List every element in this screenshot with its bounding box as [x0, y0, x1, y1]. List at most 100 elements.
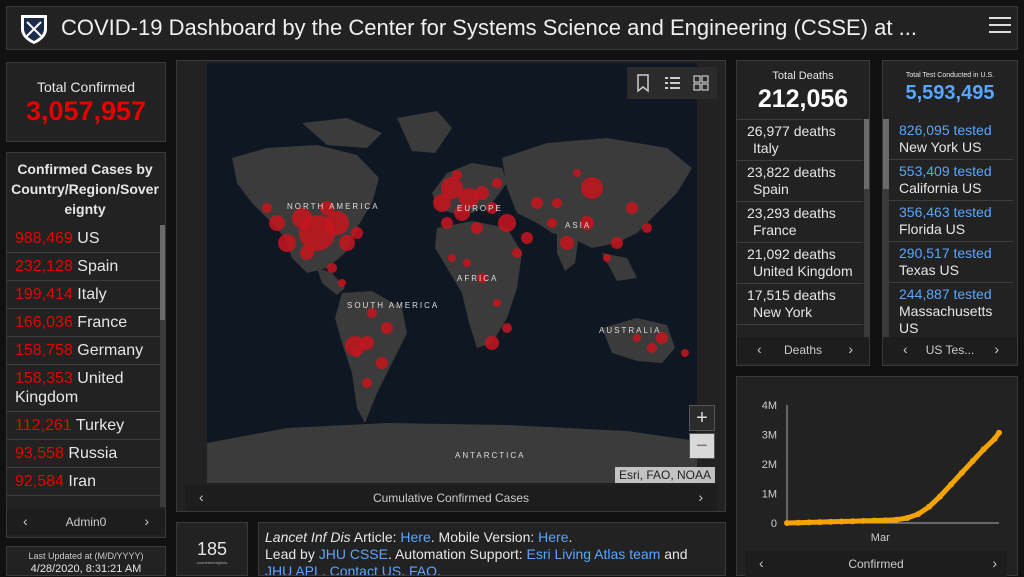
test-row[interactable]: 553,409 tested California US [889, 160, 1013, 201]
jhu-shield-logo [19, 13, 49, 45]
country-row[interactable]: 166,036 France [7, 309, 160, 337]
test-row[interactable]: 356,463 tested Florida US [889, 201, 1013, 242]
world-map[interactable]: NORTH AMERICA EUROPE ASIA AFRICA SOUTH A… [207, 63, 697, 483]
country-row-name: Spain [77, 258, 119, 275]
country-row[interactable]: 112,261 Turkey [7, 412, 160, 440]
info-text-5: . Automation Support: [387, 546, 527, 562]
country-row-name: Germany [77, 342, 144, 359]
map-pager: ‹ Cumulative Confirmed Cases › [185, 485, 717, 511]
article-link[interactable]: Here [400, 529, 431, 545]
map-pager-next-icon[interactable]: › [698, 489, 703, 505]
tests-pager-next-icon[interactable]: › [994, 341, 999, 357]
chart-pager-prev-icon[interactable]: ‹ [759, 555, 764, 571]
info-journal: Lancet Inf Dis [265, 529, 351, 545]
country-row[interactable]: 92,584 Iran [7, 468, 160, 496]
map-label-asia: ASIA [565, 221, 591, 230]
deaths-pager-prev-icon[interactable]: ‹ [757, 341, 762, 357]
deaths-list[interactable]: 26,977 deaths Italy 23,822 deaths Spain 23,2… [737, 119, 863, 337]
total-deaths-value: 212,056 [757, 85, 849, 113]
total-confirmed-value: 3,057,957 [25, 96, 147, 126]
tests-list-scroll-thumb[interactable] [883, 119, 889, 189]
map-attribution: Esri, FAO, NOAA [615, 467, 716, 483]
country-row[interactable]: 158,353 United Kingdom [7, 365, 160, 412]
tests-pager-prev-icon[interactable]: ‹ [903, 341, 908, 357]
faq-link[interactable]: FAQ [408, 563, 437, 576]
death-row-value: 17,515 deaths [747, 287, 836, 303]
death-row[interactable]: 23,822 deaths Spain [737, 161, 863, 202]
zoom-out-button[interactable]: − [689, 433, 715, 459]
y-tick-label: 4M [762, 400, 777, 412]
test-row-name: Texas US [899, 262, 959, 278]
pager-prev-icon[interactable]: ‹ [23, 513, 28, 529]
esri-living-atlas-link[interactable]: Esri Living Atlas team [526, 546, 661, 562]
test-row-value: 244,887 tested [899, 286, 992, 302]
country-list-pager: ‹ Admin0 › [7, 509, 165, 535]
map-pager-label: Cumulative Confirmed Cases [372, 491, 530, 505]
country-row[interactable]: 158,758 Germany [7, 337, 160, 365]
jhu-apl-link[interactable]: JHU APL [265, 563, 322, 576]
countries-count-value: 185 [196, 539, 228, 559]
map-label-australia: AUSTRALIA [599, 326, 661, 335]
map-panel: NORTH AMERICA EUROPE ASIA AFRICA SOUTH A… [176, 60, 726, 512]
world-map-svg: NORTH AMERICA EUROPE ASIA AFRICA SOUTH A… [207, 111, 697, 483]
info-panel: Lancet Inf Dis Article: Here. Mobile Ver… [258, 522, 726, 576]
death-row[interactable]: 26,977 deaths Italy [737, 120, 863, 161]
deaths-pager-next-icon[interactable]: › [848, 341, 853, 357]
country-row-value: 92,584 [15, 473, 64, 490]
confirmed-series-point [980, 446, 987, 453]
country-list-scrollbar[interactable] [160, 225, 165, 507]
map-label-north-america: NORTH AMERICA [287, 202, 380, 211]
tests-list-scrollbar[interactable] [883, 119, 889, 337]
map-label-africa: AFRICA [457, 274, 498, 283]
tests-pager-label: US Tes... [925, 343, 975, 357]
confirmed-by-country-panel: Confirmed Cases by Country/Region/Sovere… [6, 152, 166, 538]
tests-pager: ‹ US Tes... › [883, 337, 1017, 363]
country-row-value: 158,353 [15, 370, 73, 387]
legend-list-icon[interactable] [658, 69, 686, 97]
confirmed-series-point [838, 518, 845, 525]
country-row[interactable]: 988,469 US [7, 225, 160, 253]
deaths-list-scroll-thumb[interactable] [864, 119, 869, 189]
test-row-value: 356,463 tested [899, 204, 992, 220]
zoom-in-button[interactable]: + [689, 405, 715, 431]
total-tests-label: Total Test Conducted in U.S. [905, 72, 995, 79]
test-row[interactable]: 290,517 tested Texas US [889, 242, 1013, 283]
death-row-value: 23,822 deaths [747, 164, 836, 180]
info-text-7: . [321, 563, 330, 576]
last-updated-value: 4/28/2020, 8:31:21 AM [30, 563, 142, 575]
basemap-gallery-icon[interactable] [687, 69, 715, 97]
jhu-csse-link[interactable]: JHU CSSE [318, 546, 388, 562]
chart-pager-next-icon[interactable]: › [992, 555, 997, 571]
deaths-list-scrollbar[interactable] [864, 119, 869, 337]
test-row-name: Florida US [899, 221, 966, 237]
country-list-title: Confirmed Cases by Country/Region/Sovere… [11, 161, 159, 217]
country-row-name: US [77, 230, 100, 247]
test-row[interactable]: 826,095 tested New York US [889, 119, 1013, 160]
country-row[interactable]: 232,128 Spain [7, 253, 160, 281]
y-tick-label: 1M [762, 489, 777, 501]
test-row[interactable]: 244,887 tested Massachusetts US [889, 283, 1013, 337]
contact-us-link[interactable]: Contact US [329, 563, 402, 576]
map-pager-prev-icon[interactable]: ‹ [199, 489, 204, 505]
info-text-1: Article: [350, 529, 401, 545]
death-row[interactable]: 21,092 deaths United Kingdom [737, 243, 863, 284]
pager-next-icon[interactable]: › [144, 513, 149, 529]
y-tick-label: 0 [771, 518, 777, 530]
bookmark-icon[interactable] [629, 69, 657, 97]
death-row[interactable]: 17,515 deaths New York [737, 284, 863, 325]
country-row-value: 232,128 [15, 258, 73, 275]
country-list-scroll-thumb[interactable] [160, 225, 165, 320]
y-tick-label: 3M [762, 430, 777, 442]
confirmed-series-point [969, 458, 976, 465]
hamburger-menu-icon[interactable] [989, 17, 1011, 37]
test-row-value: 290,517 tested [899, 245, 992, 261]
info-text: Lancet Inf Dis Article: Here. Mobile Ver… [265, 529, 715, 576]
tests-list[interactable]: 826,095 tested New York US 553,409 tested C… [889, 119, 1013, 337]
country-list[interactable]: 988,469 US 232,128 Spain 199,414 Italy 166,… [7, 225, 160, 507]
death-row[interactable]: 23,293 deaths France [737, 202, 863, 243]
test-row-name: Massachusetts US [899, 303, 993, 336]
mobile-version-link[interactable]: Here [538, 529, 569, 545]
confirmed-chart-panel: 0 1M 2M 3M 4M Mar ‹ Confirmed › [736, 376, 1018, 577]
country-row[interactable]: 199,414 Italy [7, 281, 160, 309]
country-row[interactable]: 93,558 Russia [7, 440, 160, 468]
